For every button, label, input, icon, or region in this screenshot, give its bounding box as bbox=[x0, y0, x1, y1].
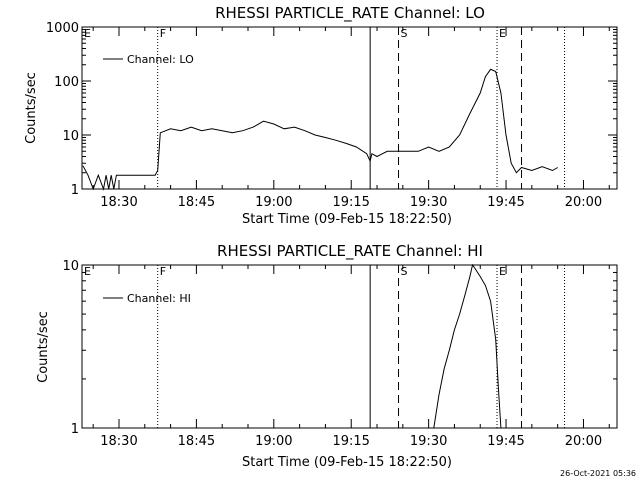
legend-label-lo: Channel: LO bbox=[127, 53, 194, 66]
x-tick-label: 19:15 bbox=[332, 195, 369, 210]
y-tick-label: 100 bbox=[54, 75, 79, 90]
x-ticks-lo: 18:30 18:45 19:00 19:15 19:30 19:45 20:00 bbox=[92, 27, 610, 210]
x-tick-label: 19:30 bbox=[410, 195, 447, 210]
y-tick-label: 1000 bbox=[46, 21, 79, 36]
x-axis-label-lo: Start Time (09-Feb-15 18:22:50) bbox=[242, 212, 452, 227]
marker-label: E bbox=[499, 27, 506, 40]
y-axis-label-lo: Counts/sec bbox=[24, 72, 39, 144]
y-tick-label: 10 bbox=[62, 259, 79, 274]
x-tick-label: 19:45 bbox=[487, 195, 524, 210]
x-tick-label: 19:45 bbox=[487, 434, 524, 449]
plot-frame-hi bbox=[81, 264, 618, 429]
x-tick-label: 18:45 bbox=[178, 195, 215, 210]
marker-label: F bbox=[160, 27, 166, 40]
series-line-hi bbox=[433, 263, 502, 429]
x-tick-label: 20:00 bbox=[565, 195, 602, 210]
x-tick-label: 18:45 bbox=[178, 434, 215, 449]
x-tick-label: 18:30 bbox=[100, 195, 137, 210]
legend-lo: Channel: LO bbox=[103, 53, 194, 66]
marker-label: F bbox=[160, 265, 166, 278]
x-axis-label-hi: Start Time (09-Feb-15 18:22:50) bbox=[242, 455, 452, 470]
x-ticks-hi: 18:30 18:45 19:00 19:15 19:30 19:45 20:00 bbox=[92, 265, 610, 449]
x-tick-label: 19:15 bbox=[332, 434, 369, 449]
marker-label: S bbox=[401, 27, 408, 40]
x-tick-label: 18:30 bbox=[100, 434, 137, 449]
x-tick-label: 19:30 bbox=[410, 434, 447, 449]
chart-title-lo: RHESSI PARTICLE_RATE Channel: LO bbox=[215, 4, 485, 23]
y-ticks-hi: 1 10 bbox=[62, 259, 617, 437]
panel-lo: RHESSI PARTICLE_RATE Channel: LO Counts/… bbox=[24, 4, 618, 227]
legend-hi: Channel: HI bbox=[103, 292, 191, 305]
panel-hi: RHESSI PARTICLE_RATE Channel: HI Counts/… bbox=[36, 242, 618, 470]
timestamp-footer: 26-Oct-2021 05:36 bbox=[560, 469, 636, 478]
marker-label: E bbox=[499, 265, 506, 278]
y-axis-label-hi: Counts/sec bbox=[36, 311, 51, 383]
marker-label: S bbox=[401, 265, 408, 278]
chart-title-hi: RHESSI PARTICLE_RATE Channel: HI bbox=[217, 242, 483, 261]
y-tick-label: 1 bbox=[71, 422, 79, 437]
legend-label-hi: Channel: HI bbox=[127, 292, 191, 305]
y-ticks-lo: 1 10 100 1000 bbox=[46, 21, 617, 198]
series-line-lo bbox=[82, 68, 558, 191]
marker-label: E bbox=[84, 27, 91, 40]
y-tick-label: 10 bbox=[62, 129, 79, 144]
x-tick-label: 19:00 bbox=[255, 195, 292, 210]
x-tick-label: 20:00 bbox=[565, 434, 602, 449]
plot-frame-lo bbox=[81, 26, 618, 190]
marker-label: E bbox=[84, 265, 91, 278]
y-tick-label: 1 bbox=[71, 183, 79, 198]
x-tick-label: 19:00 bbox=[255, 434, 292, 449]
